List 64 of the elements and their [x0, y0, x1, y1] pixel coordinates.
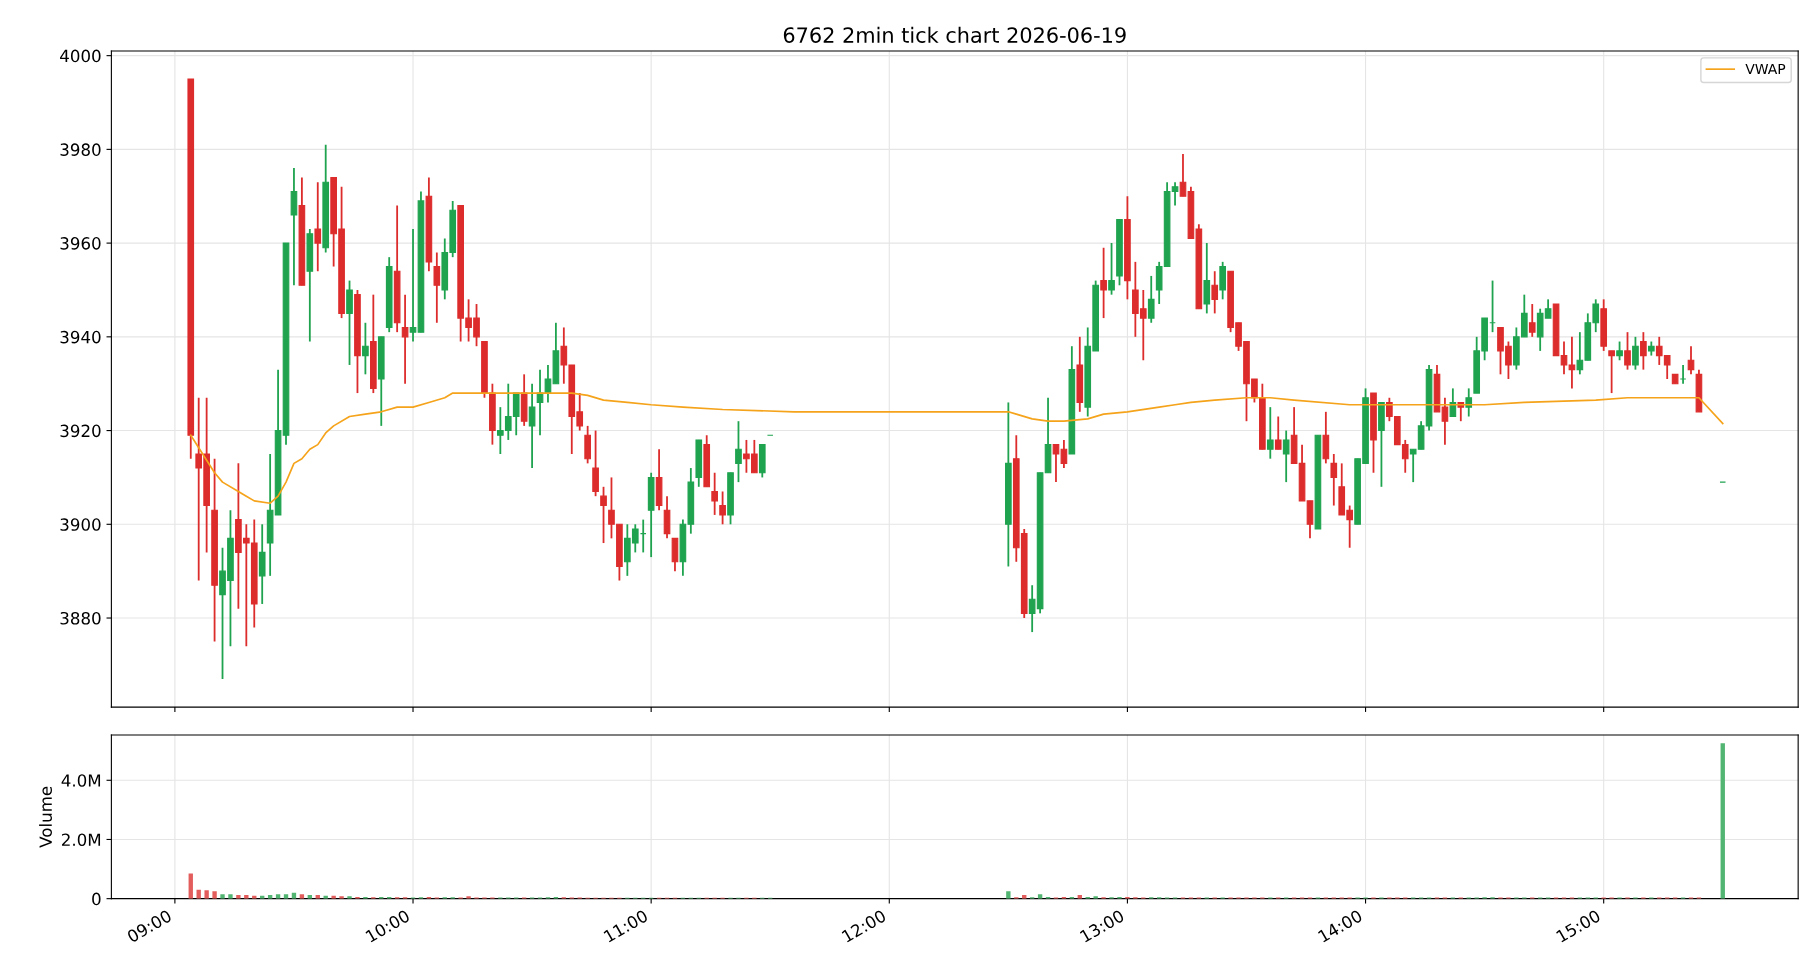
candlestick — [1679, 364, 1687, 385]
candlestick — [290, 167, 298, 287]
candlestick — [433, 251, 441, 324]
candlestick — [600, 485, 607, 544]
candlestick — [1528, 303, 1536, 338]
candlestick — [711, 471, 718, 516]
y-tick-label: 3900 — [60, 518, 101, 531]
candlestick — [1449, 387, 1457, 418]
candlestick — [1100, 246, 1107, 319]
bar — [339, 896, 344, 899]
y-tick-label: 4.0M — [61, 774, 101, 787]
bar — [228, 894, 233, 899]
candlestick — [592, 429, 599, 498]
legend-label: VWAP — [1745, 63, 1786, 75]
y-tick-label: 2.0M — [62, 833, 101, 847]
candlestick — [1330, 453, 1338, 507]
candlestick — [735, 420, 742, 484]
bar — [244, 895, 249, 899]
candlestick — [1608, 349, 1615, 394]
bar — [204, 890, 209, 899]
candlestick — [1616, 340, 1623, 362]
candlestick — [1640, 331, 1647, 371]
candlestick — [1266, 406, 1274, 460]
y-tick-label: 3980 — [60, 143, 101, 156]
candlestick — [1108, 242, 1115, 296]
candlestick — [1282, 429, 1290, 484]
candlestick — [1568, 335, 1576, 390]
chart-title: 6762 2min tick chart 2026-06-19 — [783, 26, 1126, 43]
candlestick — [1560, 340, 1568, 376]
candlestick — [1624, 331, 1631, 371]
candlestick — [1441, 396, 1449, 446]
candlestick — [314, 181, 322, 273]
candlestick — [1211, 270, 1219, 315]
bar — [220, 894, 225, 899]
bar — [466, 896, 471, 899]
candlestick — [1203, 242, 1211, 315]
line-series — [189, 392, 1724, 505]
bar — [236, 895, 241, 899]
candlestick — [401, 293, 409, 385]
candlestick — [528, 382, 536, 469]
candlestick — [1322, 410, 1330, 465]
candlestick — [258, 523, 266, 605]
candlestick — [584, 424, 591, 465]
y-tick-label: 3920 — [60, 424, 101, 438]
bar — [1720, 743, 1725, 899]
y-tick-label: 4000 — [60, 49, 101, 63]
y-tick-label: 3880 — [60, 611, 101, 625]
y-tick-label: 3960 — [60, 237, 101, 250]
bar — [347, 896, 352, 899]
bar — [1006, 891, 1011, 899]
candlestick — [1274, 415, 1282, 451]
bar — [1093, 896, 1098, 899]
candlestick — [346, 279, 353, 366]
candlestick — [1219, 260, 1227, 301]
y-tick-label: 3940 — [60, 330, 101, 344]
candlestick — [1306, 499, 1314, 540]
candlestick — [409, 228, 417, 343]
candlestick — [362, 321, 369, 376]
candlestick — [1147, 275, 1155, 324]
candlestick — [719, 490, 726, 526]
y-axis-title: Volume — [39, 786, 52, 848]
bar — [212, 891, 217, 899]
candlestick — [1632, 335, 1639, 371]
y-tick-label: 0 — [92, 892, 101, 906]
